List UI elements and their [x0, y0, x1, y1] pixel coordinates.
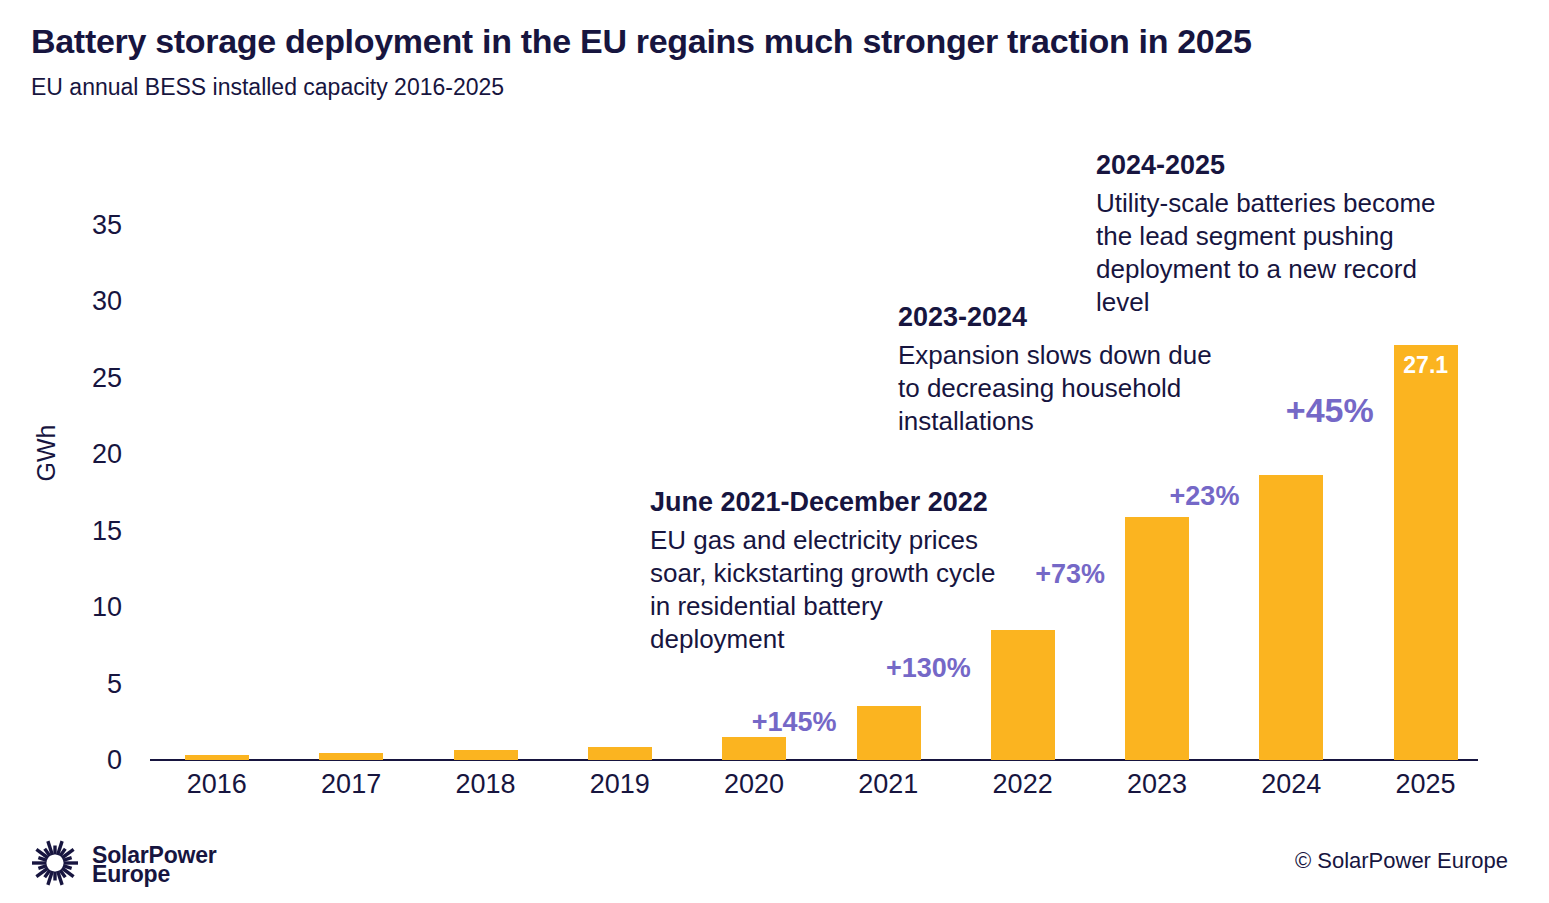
callout-2023-2024: 2023-2024 Expansion slows down due to de…: [898, 303, 1278, 438]
callout-heading: June 2021-December 2022: [650, 488, 1030, 516]
y-tick-label-35: 35: [0, 211, 122, 239]
logo-text-line2: Europe: [92, 861, 170, 887]
y-tick-label-15: 15: [0, 517, 122, 545]
logo-text: SolarPower Europe: [92, 846, 217, 884]
growth-label-2021: +145%: [537, 707, 837, 737]
sunburst-logo-icon: [30, 838, 80, 892]
callout-body: Utility-scale batteries become the lead …: [1096, 187, 1476, 319]
bar-2018: [454, 750, 518, 760]
x-tick-label-2019: 2019: [553, 769, 687, 799]
y-tick-label-20: 20: [0, 440, 122, 468]
y-tick-label-25: 25: [0, 364, 122, 392]
growth-label-2022: +130%: [671, 653, 971, 683]
solarpower-europe-logo: SolarPower Europe: [30, 838, 217, 892]
bar-value-label-2025: 27.1: [1394, 352, 1458, 379]
x-tick-label-2025: 2025: [1359, 769, 1493, 799]
y-tick-label-0: 0: [0, 746, 122, 774]
bar-2025: [1394, 345, 1458, 760]
x-tick-label-2024: 2024: [1224, 769, 1358, 799]
x-tick-label-2020: 2020: [687, 769, 821, 799]
bar-chart: GWh 051015202530352016201720182019202020…: [0, 0, 1549, 903]
x-tick-label-2021: 2021: [821, 769, 955, 799]
x-tick-label-2017: 2017: [284, 769, 418, 799]
bar-2016: [185, 755, 249, 760]
callout-body: Expansion slows down due to decreasing h…: [898, 339, 1278, 438]
bar-2021: [857, 706, 921, 760]
x-tick-label-2018: 2018: [418, 769, 552, 799]
x-tick-label-2022: 2022: [956, 769, 1090, 799]
callout-heading: 2024-2025: [1096, 151, 1476, 179]
bar-2019: [588, 747, 652, 760]
copyright-text: © SolarPower Europe: [1295, 848, 1508, 874]
callout-2024-2025: 2024-2025 Utility-scale batteries become…: [1096, 151, 1476, 319]
bar-2020: [722, 737, 786, 760]
x-tick-label-2023: 2023: [1090, 769, 1224, 799]
bar-2023: [1125, 517, 1189, 760]
bar-2024: [1259, 475, 1323, 760]
x-tick-label-2016: 2016: [150, 769, 284, 799]
callout-body: EU gas and electricity prices soar, kick…: [650, 524, 1030, 656]
y-tick-label-30: 30: [0, 287, 122, 315]
callout-2021-2022: June 2021-December 2022 EU gas and elect…: [650, 488, 1030, 656]
chart-page: Battery storage deployment in the EU reg…: [0, 0, 1549, 903]
y-tick-label-5: 5: [0, 670, 122, 698]
y-tick-label-10: 10: [0, 593, 122, 621]
bar-2017: [319, 753, 383, 760]
